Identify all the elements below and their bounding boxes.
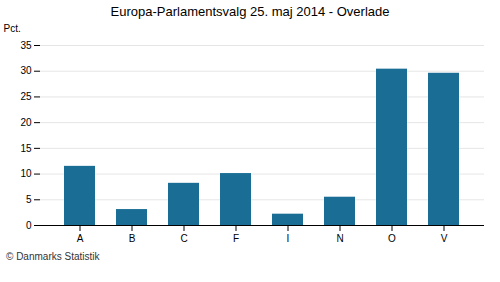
svg-text:10: 10	[20, 168, 32, 179]
html-text:© Danmarks Statistik: © Danmarks Statistik	[6, 251, 100, 262]
svg-text:30: 30	[20, 65, 32, 76]
svg-text:I: I	[287, 233, 290, 244]
svg-text:20: 20	[20, 117, 32, 128]
svg-text:0: 0	[26, 220, 32, 231]
svg-text:C: C	[180, 233, 187, 244]
svg-text:B: B	[129, 233, 136, 244]
svg-text:Pct.: Pct.	[4, 23, 21, 34]
html-text:Europa-Parlamentsvalg 25. maj: Europa-Parlamentsvalg 25. maj 2014 - Ove…	[110, 4, 390, 19]
svg-text:V: V	[441, 233, 448, 244]
svg-text:35: 35	[20, 40, 32, 51]
svg-text:O: O	[388, 233, 396, 244]
svg-text:25: 25	[20, 91, 32, 102]
svg-text:A: A	[77, 233, 84, 244]
svg-text:15: 15	[20, 143, 32, 154]
svg-text:N: N	[336, 233, 343, 244]
svg-text:F: F	[233, 233, 239, 244]
svg-text:5: 5	[26, 194, 32, 205]
